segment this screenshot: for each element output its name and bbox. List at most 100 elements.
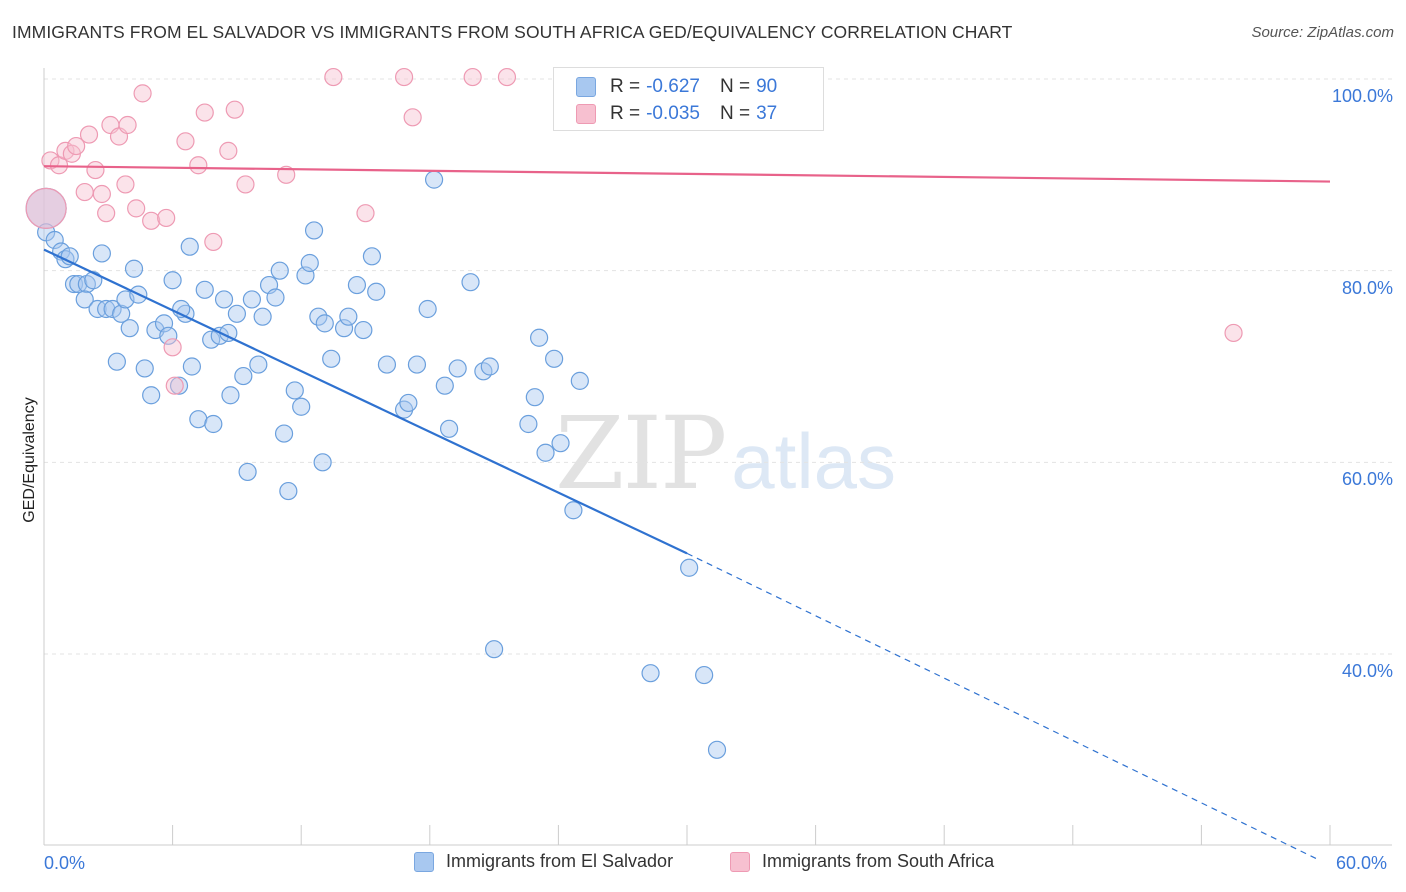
data-point-el-salvador (435, 376, 454, 395)
data-point-south-africa (79, 125, 99, 144)
data-point-el-salvador (112, 304, 131, 323)
data-point-south-africa (25, 187, 67, 229)
legend-n-label: N = (719, 103, 751, 124)
data-point-el-salvador (195, 280, 214, 299)
data-point-el-salvador (221, 386, 240, 405)
data-point-el-salvador (439, 419, 459, 438)
source-credit: Source: ZipAtlas.com (1251, 24, 1394, 41)
trend-line-south-africa (43, 165, 1331, 183)
data-point-el-salvador (334, 319, 354, 338)
data-point-el-salvador (322, 349, 341, 368)
data-point-el-salvador (135, 359, 154, 378)
legend-n-label: N = (719, 76, 751, 97)
data-point-south-africa (118, 115, 137, 135)
data-point-el-salvador (448, 359, 467, 378)
data-point-el-salvador (480, 357, 499, 376)
data-point-south-africa (116, 175, 135, 194)
bottom-legend-swatch-blue (414, 851, 434, 872)
data-point-south-africa (204, 232, 223, 252)
data-point-el-salvador (536, 443, 555, 462)
data-point-south-africa (189, 156, 208, 175)
data-point-el-salvador (418, 299, 437, 319)
data-point-el-salvador (169, 376, 189, 395)
data-point-el-salvador (695, 665, 714, 685)
data-point-south-africa (236, 175, 255, 194)
data-point-el-salvador (530, 328, 549, 347)
data-point-el-salvador (249, 355, 268, 374)
data-point-el-salvador (315, 314, 334, 333)
data-point-south-africa (97, 204, 116, 223)
watermark: ZIPatlas (555, 395, 896, 512)
data-point-el-salvador (292, 397, 311, 416)
trend-line-el-salvador (43, 248, 688, 555)
bottom-legend-south-africa: Immigrants from South Africa (730, 851, 994, 872)
data-point-el-salvador (680, 558, 699, 577)
x-tick-label-min: 0.0% (44, 853, 86, 873)
data-point-el-salvador (339, 307, 358, 326)
data-point-el-salvador (424, 170, 444, 189)
legend-n-value: 37 (756, 103, 778, 124)
data-point-south-africa (41, 151, 60, 170)
data-point-el-salvador (180, 237, 199, 256)
data-point-south-africa (277, 165, 296, 184)
data-point-el-salvador (234, 366, 253, 386)
data-point-el-salvador (525, 388, 544, 407)
bottom-legend-swatch-pink (730, 851, 750, 872)
data-point-el-salvador (182, 357, 201, 376)
data-point-el-salvador (399, 393, 418, 413)
data-point-el-salvador (92, 244, 111, 263)
data-point-el-salvador (227, 304, 246, 323)
data-point-south-africa (356, 204, 375, 223)
data-point-el-salvador (304, 221, 324, 240)
bottom-legend-el-salvador: Immigrants from El Salvador (414, 851, 673, 872)
y-tick-label: 40.0% (1341, 661, 1393, 681)
chart-title: IMMIGRANTS FROM EL SALVADOR VS IMMIGRANT… (12, 22, 1013, 42)
data-point-el-salvador (407, 355, 427, 374)
data-point-el-salvador (564, 501, 583, 520)
data-point-el-salvador (64, 274, 84, 294)
data-point-el-salvador (570, 371, 589, 390)
data-point-el-salvador (142, 386, 161, 405)
y-tick-label: 100.0% (1331, 86, 1393, 106)
data-point-south-africa (92, 184, 111, 204)
data-point-south-africa (324, 67, 343, 87)
trend-line-el-salvador-extension (686, 552, 1320, 861)
data-point-south-africa (1224, 323, 1243, 343)
data-point-el-salvador (367, 282, 386, 301)
data-point-south-africa (403, 108, 422, 127)
data-point-south-africa (75, 182, 94, 202)
watermark-atlas: atlas (731, 417, 897, 505)
data-point-el-salvador (707, 740, 727, 759)
y-axis-label: GED/Equivalency (21, 397, 38, 523)
stats-legend: R = -0.627 N = 90 R = -0.035 N = 37 (553, 67, 824, 131)
data-point-south-africa (133, 84, 152, 103)
data-point-el-salvador (461, 273, 480, 292)
data-point-el-salvador (253, 307, 272, 326)
watermark-zip: ZIP (555, 395, 727, 512)
data-point-el-salvador (189, 410, 208, 429)
data-point-el-salvador (347, 275, 367, 295)
data-point-el-salvador (313, 453, 332, 472)
data-point-el-salvador (270, 261, 289, 280)
data-point-el-salvador (519, 414, 538, 434)
data-point-el-salvador (124, 259, 144, 278)
data-point-south-africa (163, 338, 182, 357)
legend-r-value: -0.627 (646, 76, 700, 97)
data-point-south-africa (195, 103, 214, 122)
data-point-el-salvador (45, 230, 64, 250)
data-point-el-salvador (103, 299, 122, 319)
legend-r-label: R = (610, 103, 641, 124)
data-point-el-salvador (107, 352, 126, 371)
data-point-el-salvador (641, 664, 660, 683)
data-point-el-salvador (279, 481, 298, 501)
data-point-el-salvador (300, 253, 319, 273)
data-point-south-africa (463, 67, 482, 87)
data-point-south-africa (225, 100, 244, 119)
data-point-el-salvador (120, 319, 139, 338)
data-point-el-salvador (75, 290, 94, 309)
data-point-south-africa (497, 67, 517, 87)
bottom-legend-label-south-africa: Immigrants from South Africa (762, 851, 995, 871)
series-el-salvador-points (25, 170, 727, 759)
data-point-el-salvador (266, 288, 285, 307)
